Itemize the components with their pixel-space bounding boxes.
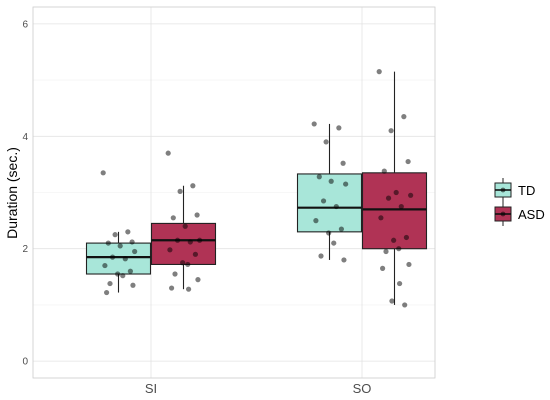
data-point <box>401 114 407 120</box>
box-series <box>85 71 428 305</box>
data-point <box>182 223 188 229</box>
data-point <box>396 246 402 252</box>
data-point <box>338 226 344 232</box>
data-point <box>185 261 191 268</box>
data-point <box>130 282 136 288</box>
data-point <box>127 268 133 274</box>
data-point <box>393 189 399 196</box>
box-asd-so <box>361 71 428 305</box>
data-point <box>311 121 317 127</box>
y-tick-label: 4 <box>22 132 28 143</box>
legend-label: TD <box>518 183 535 198</box>
box-td-so <box>296 123 363 260</box>
data-point <box>316 174 322 180</box>
y-axis-ticks: 0 2 4 6 <box>22 19 28 367</box>
data-point <box>380 265 386 271</box>
data-point <box>105 240 111 246</box>
data-point <box>170 215 176 221</box>
data-point <box>186 286 192 292</box>
data-point <box>100 170 106 176</box>
legend-item-asd: ASD <box>494 202 545 226</box>
data-point <box>165 150 171 156</box>
data-point <box>187 239 193 245</box>
data-point <box>194 212 200 218</box>
box-iqr <box>361 172 428 250</box>
data-point <box>340 160 346 166</box>
data-point <box>180 260 186 266</box>
data-point <box>341 257 347 263</box>
data-point <box>383 248 389 255</box>
data-point <box>320 198 327 204</box>
data-point <box>406 261 412 268</box>
data-point <box>378 215 384 221</box>
data-point <box>328 178 334 184</box>
data-point <box>120 273 126 279</box>
data-point <box>336 125 342 131</box>
data-point <box>109 254 116 260</box>
box-iqr <box>150 222 217 266</box>
data-point <box>381 168 387 174</box>
plot-panel-border <box>32 6 436 379</box>
data-point <box>112 232 118 238</box>
data-point <box>376 69 382 75</box>
data-point <box>129 239 135 245</box>
legend: TD ASD <box>494 178 545 226</box>
data-point <box>323 139 329 145</box>
data-point <box>398 203 404 210</box>
data-point <box>405 158 411 165</box>
x-tick-label: SO <box>353 381 372 396</box>
data-point <box>192 251 198 257</box>
data-point <box>385 195 392 201</box>
data-point <box>115 271 121 277</box>
data-point <box>313 218 319 224</box>
data-point <box>318 253 324 259</box>
data-point <box>326 230 332 236</box>
data-point <box>197 237 203 243</box>
box-asd-si <box>150 185 217 290</box>
data-point <box>117 243 123 249</box>
data-point <box>389 298 395 304</box>
data-point <box>132 248 138 255</box>
data-point <box>177 188 183 194</box>
x-tick-label: SI <box>145 381 157 396</box>
data-point <box>333 203 339 210</box>
x-axis-ticks: SI SO <box>145 381 372 396</box>
y-tick-label: 6 <box>22 19 28 30</box>
legend-key-point <box>500 187 506 193</box>
data-point <box>125 229 131 235</box>
data-point <box>104 289 110 296</box>
data-point <box>190 183 196 189</box>
data-point <box>195 277 201 283</box>
data-point <box>397 280 403 287</box>
data-point <box>169 285 175 291</box>
data-point <box>408 192 414 198</box>
data-points <box>100 69 414 308</box>
data-point <box>102 262 108 269</box>
data-point <box>122 256 128 262</box>
data-point <box>172 271 178 277</box>
data-point <box>402 302 408 308</box>
data-point <box>391 237 397 243</box>
data-point <box>167 247 173 253</box>
data-point <box>388 128 394 134</box>
data-point <box>343 181 349 187</box>
data-point <box>331 240 337 246</box>
data-point <box>403 234 409 241</box>
y-tick-label: 2 <box>22 244 28 255</box>
y-axis-title: Duration (sec.) <box>4 147 20 239</box>
legend-label: ASD <box>518 207 545 222</box>
y-tick-label: 0 <box>22 357 28 368</box>
data-point <box>107 280 113 287</box>
data-point <box>174 237 181 243</box>
legend-key-point <box>500 211 506 217</box>
box-td-si <box>85 231 152 293</box>
legend-item-td: TD <box>494 178 535 202</box>
box-iqr <box>296 173 363 233</box>
